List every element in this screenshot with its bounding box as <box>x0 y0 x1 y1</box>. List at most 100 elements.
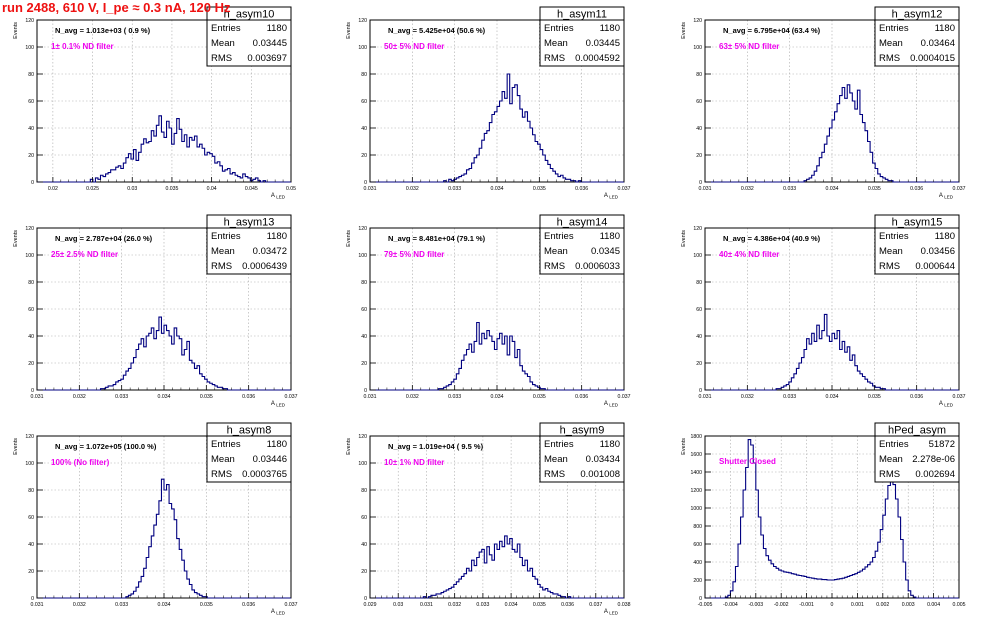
x-axis-label: A LED <box>271 401 286 408</box>
x-tick-label: 0.031 <box>31 602 44 608</box>
histogram-series <box>705 313 959 391</box>
x-tick-label: 0.002 <box>876 602 889 608</box>
x-tick-label: 0.029 <box>364 602 377 608</box>
stat-label: Mean <box>544 454 568 465</box>
y-tick-label: 80 <box>361 72 367 78</box>
x-tick-label: 0.003 <box>902 602 915 608</box>
stats-box <box>874 227 960 275</box>
y-tick-label: 1200 <box>690 488 702 494</box>
x-tick-label: 0 <box>831 602 834 608</box>
x-axis-label: A LED <box>939 193 954 200</box>
stat-label: Mean <box>879 454 903 465</box>
x-tick-label: 0.036 <box>242 394 255 400</box>
y-tick-label: 0 <box>699 180 702 186</box>
y-tick-label: 40 <box>696 126 702 132</box>
y-axis-label: Events <box>346 22 352 39</box>
x-tick-label: -0.001 <box>799 602 814 608</box>
x-tick-label: -0.004 <box>723 602 738 608</box>
x-tick-label: 0.032 <box>73 394 86 400</box>
x-tick-label: 0.035 <box>200 394 213 400</box>
stat-label: Entries <box>544 23 574 34</box>
y-axis-label: Events <box>13 438 19 455</box>
filter-label: 79± 5% ND filter <box>384 250 444 259</box>
y-tick-label: 400 <box>693 560 702 566</box>
stat-value: 0.03434 <box>586 454 620 465</box>
x-tick-label: 0.036 <box>910 186 923 192</box>
x-tick-label: 0.04 <box>207 186 217 192</box>
stat-value: 1180 <box>267 23 287 34</box>
y-tick-label: 60 <box>361 307 367 313</box>
filter-label: Shutter Closed <box>719 457 776 466</box>
x-tick-label: -0.003 <box>748 602 763 608</box>
x-tick-label: 0.035 <box>868 394 881 400</box>
stat-label: RMS <box>879 53 900 64</box>
panel-h_asym12: 0.031 0.032 0.033 0.034 0.035 0.036 0.037 0 20 40… <box>681 6 966 200</box>
y-tick-label: 100 <box>358 253 367 259</box>
stat-label: Mean <box>879 246 903 257</box>
stats-box <box>874 19 960 67</box>
stats-box <box>206 227 292 275</box>
y-tick-label: 60 <box>361 515 367 521</box>
stat-value: 0.002694 <box>915 469 955 480</box>
y-tick-label: 1400 <box>690 470 702 476</box>
stat-value: 0.0004015 <box>910 53 955 64</box>
y-tick-label: 20 <box>696 361 702 367</box>
x-tick-label: 0.034 <box>505 602 518 608</box>
x-tick-label: 0.036 <box>242 602 255 608</box>
stat-value: 0.0003765 <box>242 469 287 480</box>
filter-label: 10± 1% ND filter <box>384 458 444 467</box>
filter-label: 1± 0.1% ND filter <box>51 42 114 51</box>
y-tick-label: 80 <box>361 280 367 286</box>
y-tick-label: 20 <box>361 361 367 367</box>
x-axis-label: A LED <box>271 193 286 200</box>
stats-box <box>874 435 960 483</box>
y-tick-label: 80 <box>361 488 367 494</box>
y-axis-label: Events <box>681 22 687 39</box>
y-tick-label: 120 <box>25 18 34 24</box>
panel-h_asym14: 0.031 0.032 0.033 0.034 0.035 0.036 0.037 0 20 40… <box>346 214 631 408</box>
x-axis-label: A LED <box>271 609 286 616</box>
stat-value: 0.0345 <box>591 246 620 257</box>
y-tick-label: 20 <box>28 569 34 575</box>
stats-box <box>206 435 292 483</box>
y-tick-label: 120 <box>25 226 34 232</box>
stat-value: 2.278e-06 <box>912 454 955 465</box>
x-tick-label: 0.033 <box>476 602 489 608</box>
x-tick-label: 0.034 <box>158 394 171 400</box>
stat-label: Mean <box>544 38 568 49</box>
y-axis-label: Events <box>346 230 352 247</box>
x-tick-label: 0.032 <box>406 186 419 192</box>
y-tick-label: 120 <box>693 226 702 232</box>
x-tick-label: 0.034 <box>491 186 504 192</box>
histogram-name: h_asym8 <box>227 425 272 437</box>
x-axis-label: A LED <box>939 401 954 408</box>
y-tick-label: 0 <box>31 388 34 394</box>
stat-value: 1180 <box>935 231 955 242</box>
y-tick-label: 80 <box>28 72 34 78</box>
y-axis-label: Events <box>681 230 687 247</box>
x-tick-label: 0.037 <box>618 186 631 192</box>
x-tick-label: 0.036 <box>910 394 923 400</box>
n-avg-annotation: N_avg = 5.425e+04 (50.6 %) <box>388 26 486 35</box>
stat-label: Entries <box>211 439 241 450</box>
histogram-name: h_asym13 <box>224 217 275 229</box>
y-axis-label: Events <box>346 438 352 455</box>
x-tick-label: 0.001 <box>851 602 864 608</box>
stat-value: 0.003697 <box>247 53 287 64</box>
y-tick-label: 60 <box>28 515 34 521</box>
x-tick-label: 0.02 <box>48 186 58 192</box>
y-tick-label: 1800 <box>690 434 702 440</box>
stat-label: RMS <box>211 53 232 64</box>
histogram-series <box>37 316 291 391</box>
x-tick-label: 0.032 <box>741 394 754 400</box>
filter-label: 40± 4% ND filter <box>719 250 779 259</box>
x-tick-label: 0.032 <box>73 602 86 608</box>
x-tick-label: 0.035 <box>533 394 546 400</box>
x-tick-label: 0.036 <box>575 394 588 400</box>
stat-label: RMS <box>211 261 232 272</box>
stat-value: 0.001008 <box>580 469 620 480</box>
histogram-name: hPed_asym <box>888 425 946 437</box>
y-tick-label: 120 <box>25 434 34 440</box>
stat-label: Mean <box>879 38 903 49</box>
